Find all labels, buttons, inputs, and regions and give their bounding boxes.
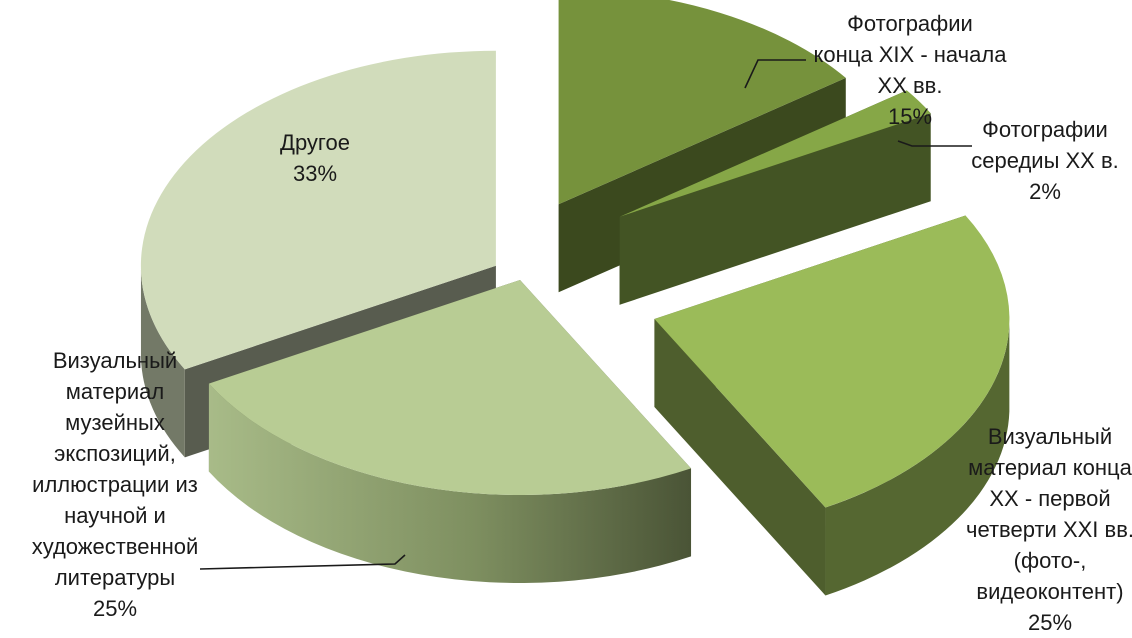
slice-percent-label: 2% — [1029, 179, 1061, 204]
slice-label-line: Фотографии — [847, 11, 973, 36]
slice-label-line: видеоконтент) — [976, 579, 1124, 604]
slice-label-line: середиы XX в. — [971, 148, 1119, 173]
slice-side-wall — [619, 113, 931, 305]
slice-label-line: материал — [65, 379, 165, 404]
slice-percent-label: 33% — [292, 161, 338, 186]
slice-percent-label: 15% — [887, 104, 933, 129]
pie-slice — [654, 215, 1010, 596]
slice-label: Визуальный материал конца XX - первой четве… — [966, 421, 1132, 638]
slice-label-line: Визуальный — [987, 424, 1113, 449]
slice-label: Фотографии конца XIX - начала XX вв. 15% — [814, 8, 1007, 132]
slice-top-4 — [208, 280, 692, 495]
pie-slice — [208, 280, 692, 584]
slice-label-line: (фото-, — [1013, 548, 1087, 573]
leader-lines — [199, 59, 972, 570]
slice-label-line: литературы — [54, 565, 176, 590]
slice-label-line: художественной — [31, 534, 199, 559]
pie-slices — [140, 0, 1010, 596]
slice-label-line: XX вв. — [877, 73, 943, 98]
slice-label-line: музейных — [65, 410, 165, 435]
leader-line — [744, 59, 806, 89]
slice-top-1 — [558, 0, 846, 205]
slice-label: Фотографии середиы XX в. 2% — [971, 114, 1119, 207]
leader-line — [897, 140, 972, 147]
slice-top-5 — [140, 50, 496, 370]
slice-outer-side — [825, 323, 1010, 596]
slice-label-line: иллюстрации из — [32, 472, 198, 497]
slice-label-line: экспозиций, — [54, 441, 176, 466]
slice-side-wall — [654, 319, 826, 596]
slice-label: Визуальный материал музейных экспозиций, илл… — [32, 345, 199, 624]
slice-top-2 — [619, 90, 931, 217]
slice-label-line: научной и — [64, 503, 166, 528]
slice-percent-label: 25% — [1027, 610, 1073, 635]
slice-outer-side — [208, 383, 692, 584]
slice-label-line: материал конца — [968, 455, 1132, 480]
slice-outer-side — [140, 269, 185, 458]
slice-label-line: Другое — [280, 130, 350, 155]
slice-label-line: конца XIX - начала — [813, 42, 1007, 67]
slice-label: Другое 33% — [280, 127, 350, 189]
slice-label-line: четверти XXI вв. — [965, 517, 1132, 542]
slice-label-line: Визуальный — [52, 348, 178, 373]
pie-slice — [619, 90, 931, 305]
slice-percent-label: 25% — [92, 596, 138, 621]
slice-top-3 — [654, 215, 1010, 508]
leader-line — [199, 554, 406, 570]
slice-label-line: Фотографии — [982, 117, 1108, 142]
slice-label-line: XX - первой — [989, 486, 1111, 511]
